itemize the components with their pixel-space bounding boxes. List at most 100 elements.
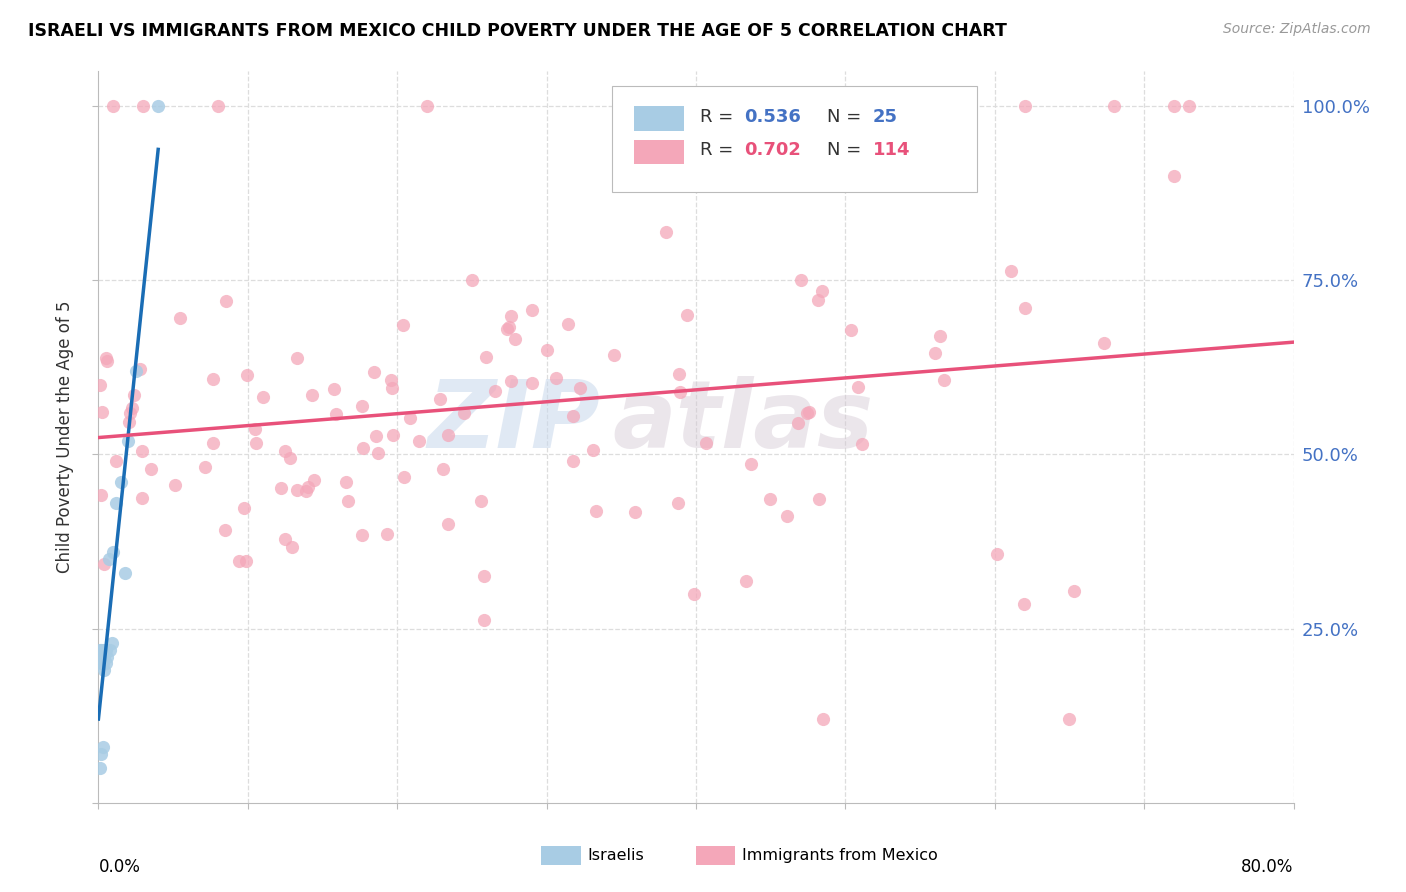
Point bbox=[287, 351, 309, 365]
Point bbox=[499, 374, 522, 388]
Point bbox=[695, 435, 717, 450]
Point bbox=[408, 434, 430, 448]
Point bbox=[215, 293, 238, 308]
Point bbox=[114, 566, 136, 580]
Text: 114: 114 bbox=[873, 141, 910, 159]
Point bbox=[131, 443, 153, 458]
Point bbox=[335, 475, 357, 490]
Point bbox=[846, 380, 869, 394]
Point bbox=[94, 351, 117, 366]
Point bbox=[110, 475, 132, 490]
Point bbox=[129, 362, 152, 376]
Point bbox=[797, 405, 820, 419]
Point bbox=[169, 311, 191, 326]
Point bbox=[131, 491, 153, 506]
Point bbox=[105, 453, 128, 467]
Text: R =: R = bbox=[700, 141, 738, 159]
Point bbox=[582, 443, 605, 458]
Point bbox=[924, 346, 946, 360]
Point bbox=[666, 496, 689, 510]
Point bbox=[214, 523, 236, 537]
Point bbox=[669, 385, 692, 400]
Point bbox=[585, 504, 607, 518]
Point bbox=[562, 409, 585, 424]
Point bbox=[228, 554, 250, 568]
Point bbox=[655, 225, 678, 239]
Point bbox=[934, 373, 956, 387]
Point bbox=[125, 364, 148, 378]
Point bbox=[484, 384, 506, 398]
Point bbox=[281, 540, 304, 554]
Point bbox=[94, 642, 117, 657]
Point bbox=[392, 470, 415, 484]
Point bbox=[302, 473, 325, 487]
Point bbox=[375, 526, 398, 541]
Point bbox=[91, 642, 114, 657]
Point bbox=[655, 99, 678, 113]
Point bbox=[274, 444, 297, 458]
Point bbox=[364, 428, 387, 442]
Point bbox=[520, 303, 543, 318]
Point bbox=[122, 388, 145, 402]
Text: Israelis: Israelis bbox=[588, 848, 644, 863]
Point bbox=[470, 494, 492, 508]
FancyBboxPatch shape bbox=[634, 106, 685, 130]
Point bbox=[96, 353, 118, 368]
Point bbox=[789, 273, 811, 287]
Text: 0.0%: 0.0% bbox=[98, 858, 141, 876]
Text: N =: N = bbox=[827, 141, 868, 159]
Point bbox=[93, 557, 115, 571]
Text: 0.702: 0.702 bbox=[744, 141, 800, 159]
Text: Source: ZipAtlas.com: Source: ZipAtlas.com bbox=[1223, 22, 1371, 37]
Point bbox=[90, 649, 112, 664]
Point bbox=[89, 642, 111, 657]
Point bbox=[776, 508, 799, 523]
Point bbox=[103, 545, 125, 559]
Point bbox=[91, 649, 114, 664]
Point bbox=[297, 480, 319, 494]
Point bbox=[232, 500, 254, 515]
Point bbox=[94, 657, 117, 671]
Point bbox=[201, 372, 224, 386]
Point bbox=[557, 318, 579, 332]
Point bbox=[380, 373, 402, 387]
Point bbox=[851, 437, 873, 451]
Point bbox=[367, 445, 389, 459]
Point bbox=[432, 461, 454, 475]
Point bbox=[295, 484, 318, 499]
Point bbox=[668, 367, 690, 381]
Point bbox=[381, 381, 404, 395]
Point bbox=[91, 657, 114, 671]
Point bbox=[235, 554, 257, 568]
Point bbox=[103, 99, 125, 113]
Point bbox=[908, 99, 931, 113]
Point bbox=[139, 462, 162, 476]
Text: R =: R = bbox=[700, 109, 738, 127]
Point bbox=[236, 368, 259, 382]
Point bbox=[325, 407, 347, 421]
Point bbox=[807, 492, 830, 507]
Point bbox=[1178, 99, 1201, 113]
Text: 25: 25 bbox=[873, 109, 898, 127]
Point bbox=[624, 506, 647, 520]
Point bbox=[1014, 99, 1036, 113]
Point bbox=[96, 649, 118, 664]
Point bbox=[796, 406, 818, 420]
Point bbox=[562, 454, 585, 468]
Point bbox=[270, 481, 292, 495]
Point bbox=[501, 309, 523, 323]
Point bbox=[474, 350, 496, 364]
Point bbox=[90, 747, 112, 761]
Point bbox=[429, 392, 451, 406]
Point bbox=[416, 99, 439, 113]
Text: N =: N = bbox=[827, 109, 868, 127]
Text: ISRAELI VS IMMIGRANTS FROM MEXICO CHILD POVERTY UNDER THE AGE OF 5 CORRELATION C: ISRAELI VS IMMIGRANTS FROM MEXICO CHILD … bbox=[28, 22, 1007, 40]
Point bbox=[1163, 99, 1185, 113]
Point bbox=[117, 434, 139, 448]
Point bbox=[353, 441, 375, 455]
Point bbox=[91, 740, 114, 755]
Point bbox=[1092, 336, 1115, 351]
Text: ZIP: ZIP bbox=[427, 376, 600, 468]
Point bbox=[1104, 99, 1126, 113]
Point bbox=[121, 401, 143, 416]
